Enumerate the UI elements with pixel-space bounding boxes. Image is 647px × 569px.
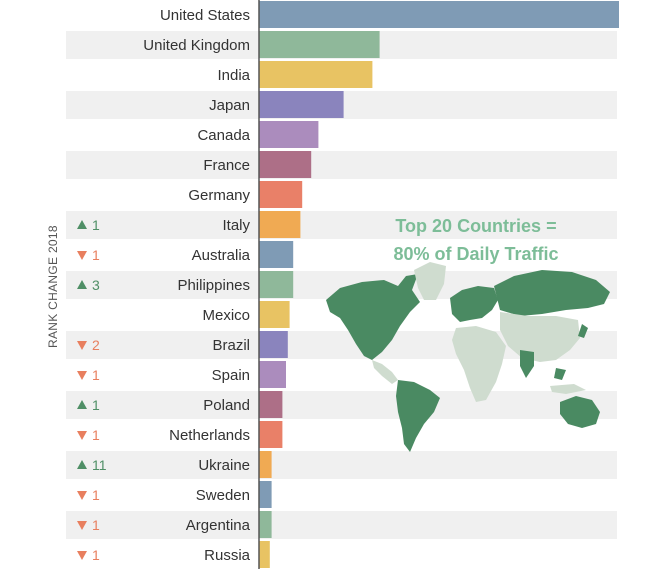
rank-change-value: 11 [92, 457, 107, 473]
rank-down-icon [77, 491, 87, 500]
bar [259, 211, 301, 238]
map-australia [560, 396, 600, 428]
category-label: Russia [204, 547, 251, 564]
bar [259, 241, 294, 268]
rank-down-icon [77, 521, 87, 530]
map-indonesia [550, 384, 586, 394]
map-europe [450, 286, 498, 322]
rank-down-icon [77, 341, 87, 350]
rank-change-value: 1 [92, 247, 100, 263]
bar [259, 181, 303, 208]
bar [259, 541, 270, 568]
bar [259, 481, 272, 508]
category-label: Italy [222, 217, 250, 234]
bar [259, 451, 272, 478]
rank-down-icon [77, 371, 87, 380]
category-label: Poland [203, 397, 250, 414]
bar [259, 151, 312, 178]
category-label: France [203, 157, 250, 174]
row-band [66, 151, 617, 179]
bar [259, 511, 272, 538]
rank-change-value: 1 [92, 367, 100, 383]
bar [259, 91, 344, 118]
row-band [66, 361, 617, 389]
rank-change-value: 1 [92, 517, 100, 533]
category-label: United States [160, 7, 250, 24]
map-south-america [396, 380, 440, 452]
category-label: Australia [192, 247, 251, 264]
rank-change-value: 3 [92, 277, 100, 293]
bar [259, 421, 283, 448]
category-label: Germany [188, 187, 250, 204]
rank-change-value: 1 [92, 487, 100, 503]
map-central-america [372, 360, 398, 384]
bar [259, 121, 319, 148]
map-india [520, 350, 534, 378]
map-africa [452, 326, 506, 402]
category-label: Spain [212, 367, 250, 384]
row-band [66, 541, 617, 569]
annotation-line-2: 80% of Daily Traffic [393, 244, 558, 264]
rank-up-icon [77, 400, 87, 409]
category-label: Netherlands [169, 427, 250, 444]
chart-rows: United States United Kingdom India Japan Can… [66, 0, 619, 569]
map-russia [494, 270, 610, 316]
rank-change-value: 1 [92, 427, 100, 443]
row-band [66, 211, 617, 239]
map-asia [500, 312, 580, 362]
category-label: Brazil [212, 337, 250, 354]
category-label: Japan [209, 97, 250, 114]
category-label: Canada [197, 127, 250, 144]
rank-down-icon [77, 551, 87, 560]
row-band [66, 511, 617, 539]
row-band [66, 391, 617, 419]
map-japan [578, 324, 588, 338]
rank-up-icon [77, 460, 87, 469]
row-band [66, 421, 617, 449]
rank-up-icon [77, 280, 87, 289]
bar [259, 61, 373, 88]
category-label: Mexico [202, 307, 250, 324]
rank-change-value: 1 [92, 547, 100, 563]
bar [259, 391, 283, 418]
rank-down-icon [77, 251, 87, 260]
rank-change-value: 2 [92, 337, 100, 353]
rank-change-value: 1 [92, 397, 100, 413]
bar [259, 361, 286, 388]
rank-down-icon [77, 431, 87, 440]
map-greenland [414, 262, 446, 300]
rank-up-icon [77, 220, 87, 229]
category-label: Ukraine [198, 457, 250, 474]
bar [259, 301, 290, 328]
bar [259, 1, 619, 28]
row-band [66, 241, 617, 269]
bar [259, 331, 288, 358]
world-map-illustration [326, 262, 610, 452]
row-band [66, 481, 617, 509]
bar [259, 271, 294, 298]
category-label: Sweden [196, 487, 250, 504]
row-band [66, 451, 617, 479]
map-north-america [326, 274, 420, 360]
category-label: India [217, 67, 250, 84]
map-southeast-asia [554, 368, 566, 380]
category-label: Argentina [186, 517, 251, 534]
category-label: United Kingdom [143, 37, 250, 54]
rank-change-axis-label: RANK CHANGE 2018 [46, 225, 60, 348]
annotation-line-1: Top 20 Countries = [395, 216, 556, 236]
rank-change-value: 1 [92, 217, 100, 233]
category-label: Philippines [177, 277, 250, 294]
bar [259, 31, 380, 58]
